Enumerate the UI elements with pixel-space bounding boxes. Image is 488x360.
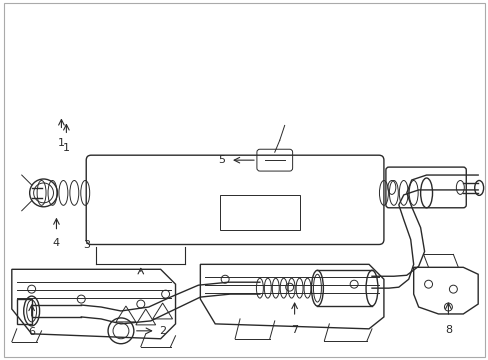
Bar — [220, 195, 299, 230]
Text: 7: 7 — [290, 325, 298, 335]
Text: 4: 4 — [53, 238, 60, 248]
Text: 2: 2 — [158, 326, 165, 336]
Text: 6: 6 — [28, 327, 35, 337]
Text: 1: 1 — [63, 143, 70, 153]
Text: 8: 8 — [444, 325, 451, 335]
Text: 3: 3 — [82, 240, 89, 251]
Text: 1: 1 — [58, 138, 65, 148]
Text: 5: 5 — [218, 155, 224, 165]
